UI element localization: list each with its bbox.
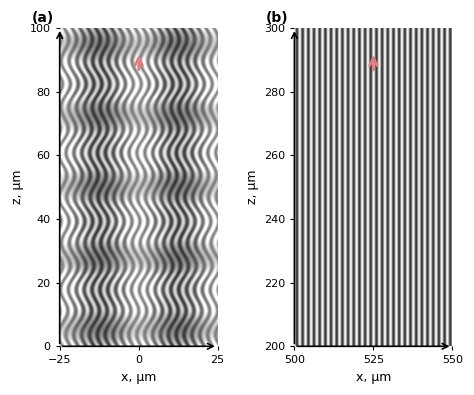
Text: (b): (b) (266, 11, 289, 25)
X-axis label: x, μm: x, μm (356, 371, 391, 384)
Y-axis label: z, μm: z, μm (11, 170, 24, 205)
Text: (a): (a) (31, 11, 54, 25)
Y-axis label: z, μm: z, μm (246, 170, 259, 205)
X-axis label: x, μm: x, μm (121, 371, 156, 384)
